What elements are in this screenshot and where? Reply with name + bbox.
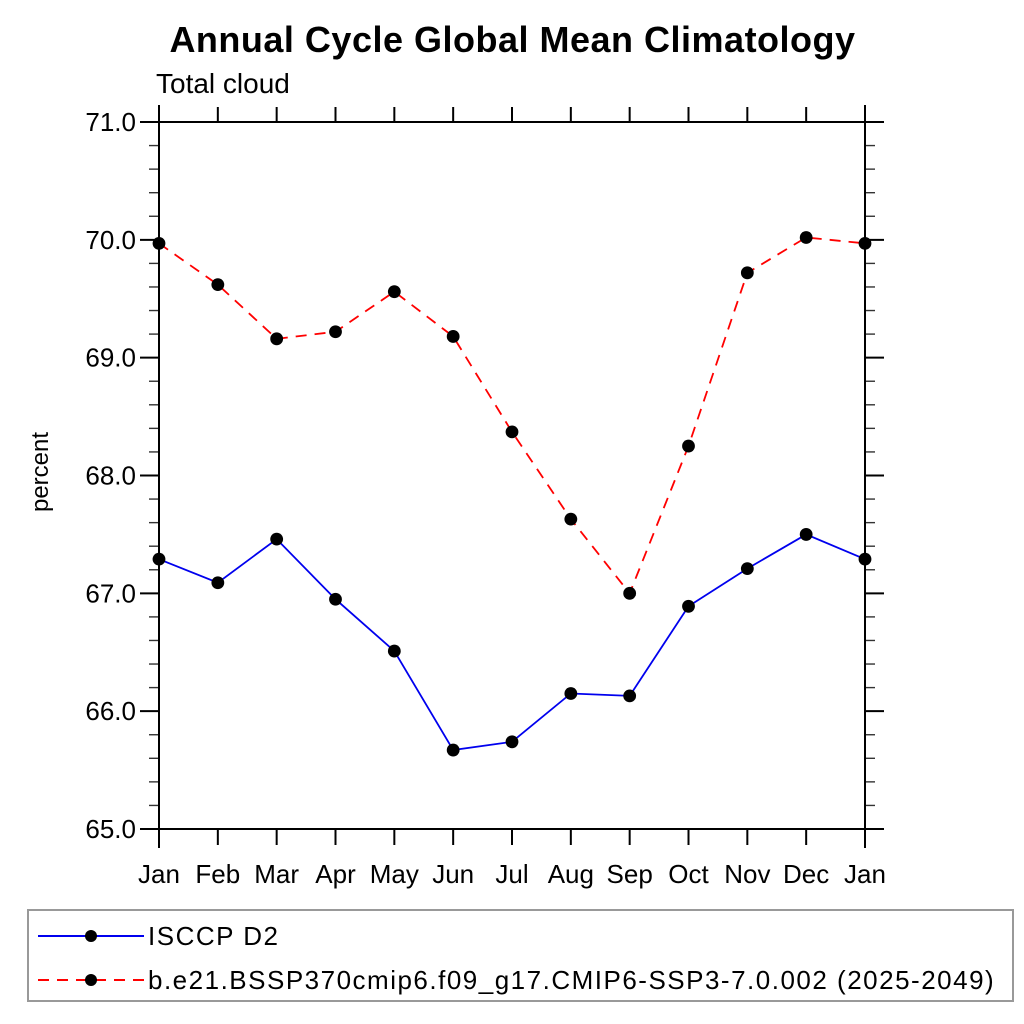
chart-subtitle: Total cloud	[156, 68, 290, 99]
data-point-marker-s0	[152, 552, 166, 566]
data-point-marker-s0	[211, 576, 225, 590]
y-axis-tick-label: 68.0	[85, 461, 136, 491]
data-point-marker-s1	[152, 236, 166, 250]
data-point-marker-s0	[270, 532, 284, 546]
x-axis-tick-label: Mar	[254, 859, 299, 889]
y-axis-tick-label: 69.0	[85, 343, 136, 373]
y-axis-tick-label: 70.0	[85, 225, 136, 255]
x-axis-tick-label: Jan	[138, 859, 180, 889]
data-point-marker-s0	[564, 687, 578, 700]
legend-label-model: b.e21.BSSP370cmip6.f09_g17.CMIP6-SSP3-7.…	[148, 964, 996, 995]
legend-item-model: b.e21.BSSP370cmip6.f09_g17.CMIP6-SSP3-7.…	[37, 958, 1012, 1002]
data-point-marker-s1	[387, 285, 401, 299]
data-point-marker-s1	[211, 278, 225, 292]
data-point-marker-s0	[446, 743, 460, 757]
data-point-marker-s1	[858, 236, 872, 250]
data-point-marker-s0	[329, 592, 342, 606]
data-point-marker-s0	[858, 552, 872, 566]
x-axis-tick-label: Jul	[495, 859, 528, 889]
legend-marker-dot-icon	[85, 974, 97, 986]
y-axis-tick-label: 67.0	[85, 578, 136, 608]
data-point-marker-s0	[799, 528, 813, 541]
data-point-marker-s0	[505, 735, 519, 749]
legend-item-isccp: ISCCP D2	[37, 914, 1012, 958]
data-point-marker-s1	[564, 512, 578, 526]
data-point-marker-s0	[623, 689, 637, 703]
legend-marker-dot-icon	[85, 930, 97, 942]
data-point-marker-s0	[387, 644, 401, 658]
x-axis-tick-label: Apr	[315, 859, 356, 889]
data-point-marker-s1	[446, 330, 460, 343]
x-axis-tick-label: Aug	[548, 859, 594, 889]
legend-line-sample-dashed	[38, 974, 144, 986]
x-axis-tick-label: Nov	[724, 859, 770, 889]
x-axis-tick-label: Dec	[783, 859, 829, 889]
data-point-marker-s1	[623, 586, 637, 600]
data-point-marker-s1	[270, 332, 284, 346]
series-line-0	[158, 533, 866, 752]
data-point-marker-s0	[682, 599, 695, 613]
x-axis-tick-label: Sep	[607, 859, 653, 889]
data-point-marker-s0	[740, 562, 754, 575]
legend-label-isccp: ISCCP D2	[148, 920, 280, 951]
data-point-marker-s1	[682, 439, 695, 453]
legend: ISCCP D2 b.e21.BSSP370cmip6.f09_g17.CMIP…	[27, 909, 1014, 1002]
x-axis-tick-label: Feb	[195, 859, 240, 889]
y-axis-tick-label: 66.0	[85, 696, 136, 726]
y-axis-tick-label: 71.0	[85, 107, 136, 137]
x-axis-tick-label: Oct	[668, 859, 709, 889]
y-axis-tick-label: 65.0	[85, 814, 136, 844]
legend-line-sample-solid	[38, 930, 144, 942]
x-axis-tick-label: Jun	[432, 859, 474, 889]
data-point-marker-s1	[740, 266, 754, 280]
series-line-1	[158, 236, 866, 596]
x-axis-tick-label: May	[370, 859, 419, 889]
data-point-marker-s1	[799, 231, 813, 244]
data-point-marker-s1	[329, 325, 342, 339]
chart-title: Annual Cycle Global Mean Climatology	[169, 19, 856, 60]
data-point-marker-s1	[505, 425, 519, 439]
x-axis-tick-label: Jan	[844, 859, 886, 889]
